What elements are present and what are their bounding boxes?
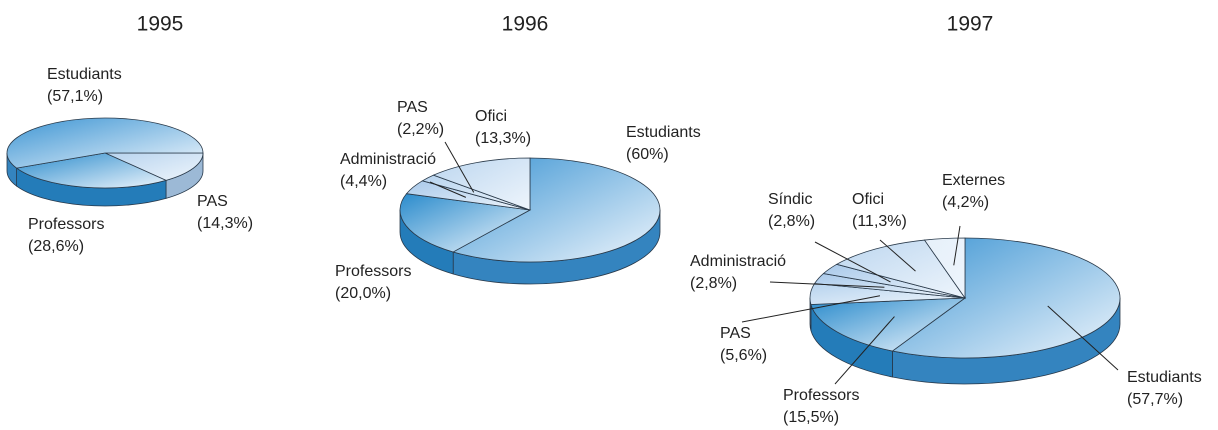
slice-label: Estudiants	[1127, 369, 1202, 386]
slice	[891, 237, 1121, 359]
slice-label: Administració	[690, 253, 786, 270]
slice-value-label: (4,2%)	[942, 194, 989, 211]
slice-value-label: (4,4%)	[340, 173, 387, 190]
slice-value-label: (2,8%)	[690, 275, 737, 292]
chart-title: 1996	[502, 13, 549, 36]
slice-label: PAS	[720, 325, 751, 342]
slice-label: Síndic	[768, 191, 812, 208]
slice-label: Estudiants	[626, 124, 701, 141]
slice-label: Professors	[28, 216, 104, 233]
leader-line	[879, 239, 916, 272]
slice-value-label: (2,2%)	[397, 121, 444, 138]
slice-label: Professors	[783, 387, 859, 404]
slice-value-label: (57,1%)	[47, 88, 103, 105]
pie	[6, 117, 204, 207]
slice-value-label: (13,3%)	[475, 130, 531, 147]
slice-value-label: (11,3%)	[852, 213, 907, 230]
slice	[923, 237, 966, 300]
leader-line	[741, 295, 881, 323]
slice-value-label: (60%)	[626, 146, 669, 163]
pie	[809, 237, 1121, 385]
leader-line	[814, 241, 891, 283]
slice	[399, 193, 532, 253]
slice-label: Ofici	[852, 191, 884, 208]
leader-line	[1047, 305, 1119, 371]
slice-value-label: (14,3%)	[197, 215, 253, 232]
slice-label: Externes	[942, 172, 1005, 189]
leader-line	[953, 225, 961, 266]
pie	[399, 157, 661, 285]
leader-line	[444, 141, 475, 193]
slice-value-label: (57,7%)	[1127, 391, 1183, 408]
chart-title: 1995	[137, 13, 184, 36]
slice	[452, 157, 661, 263]
slice	[6, 117, 204, 169]
chart-title: 1997	[947, 13, 994, 36]
slice-label: Estudiants	[47, 66, 122, 83]
slice-label: Professors	[335, 263, 411, 280]
slice-value-label: (20,0%)	[335, 285, 391, 302]
slice	[104, 152, 204, 181]
slice-label: PAS	[397, 99, 428, 116]
slice-value-label: (15,5%)	[783, 409, 839, 426]
leader-line	[429, 181, 467, 198]
slice-value-label: (2,8%)	[768, 213, 815, 230]
slice	[835, 239, 966, 299]
slice-value-label: (28,6%)	[28, 238, 84, 255]
slice-label: Ofici	[475, 108, 507, 125]
slice-value-label: (5,6%)	[720, 347, 767, 364]
slice-label: Administració	[340, 151, 436, 168]
leader-line	[834, 316, 895, 385]
leader-line	[769, 281, 885, 288]
slice-label: PAS	[197, 193, 228, 210]
slice	[432, 157, 531, 211]
